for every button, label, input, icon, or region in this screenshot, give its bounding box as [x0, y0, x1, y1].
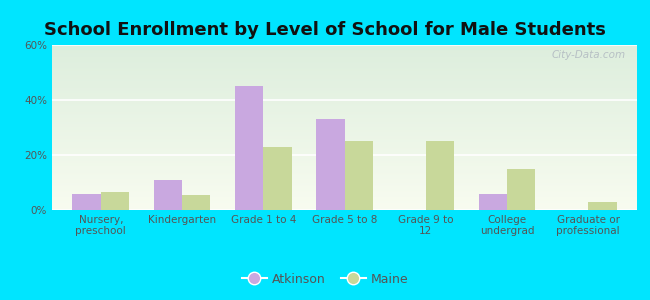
Bar — [153, 180, 182, 210]
Bar — [182, 195, 211, 210]
Bar — [507, 169, 536, 210]
Bar — [72, 194, 101, 210]
Bar — [588, 202, 617, 210]
Bar — [426, 141, 454, 210]
Text: School Enrollment by Level of School for Male Students: School Enrollment by Level of School for… — [44, 21, 606, 39]
Text: City-Data.com: City-Data.com — [551, 50, 625, 60]
Bar — [316, 119, 344, 210]
Bar — [263, 147, 292, 210]
Bar — [101, 192, 129, 210]
Bar — [344, 141, 373, 210]
Bar — [235, 86, 263, 210]
Legend: Atkinson, Maine: Atkinson, Maine — [237, 268, 413, 291]
Bar — [478, 194, 507, 210]
